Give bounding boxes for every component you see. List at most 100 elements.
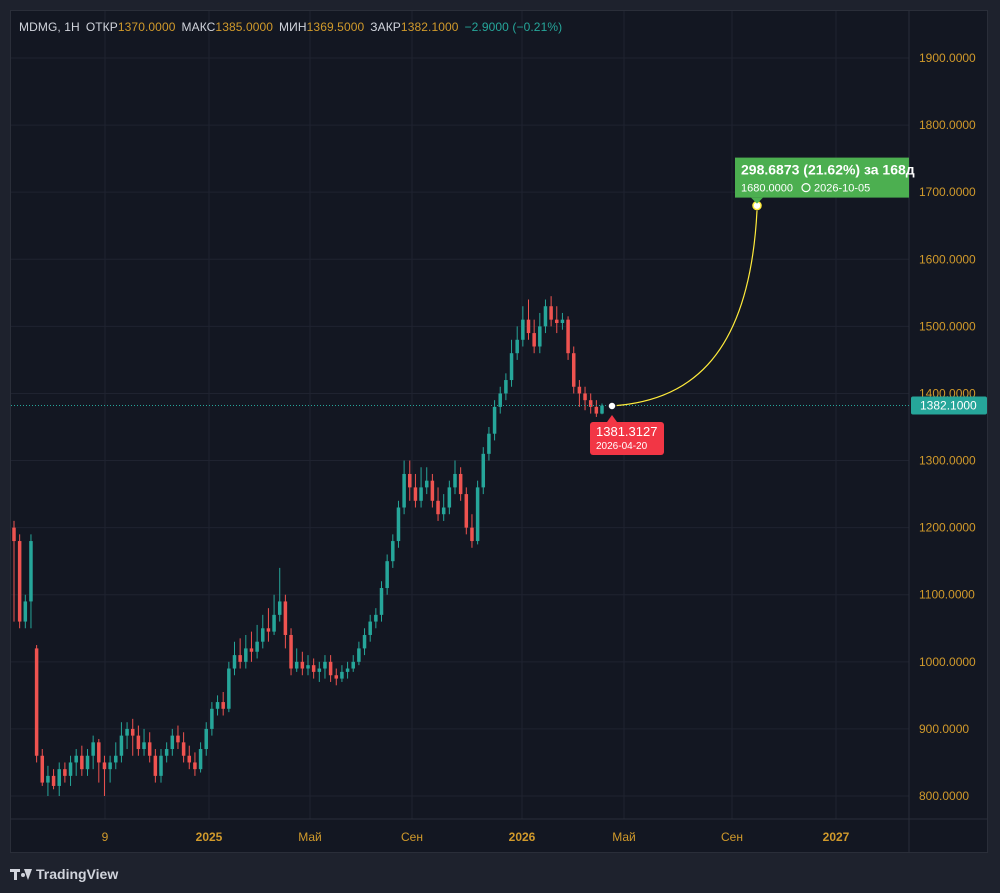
x-tick-label: 2027 (823, 830, 850, 844)
time-axis[interactable]: 9 2025 Май Сен 2026 Май Сен 2027 (102, 830, 850, 844)
candle-body (159, 755, 163, 776)
candle-body (130, 728, 135, 736)
y-tick-label: 1100.0000 (919, 588, 975, 602)
high-label: МАКС (181, 20, 216, 34)
candle-body (577, 386, 582, 394)
candle-body (187, 755, 192, 763)
candle-body (391, 541, 395, 562)
candle-body (498, 393, 502, 407)
x-tick-label: 2026 (509, 830, 536, 844)
y-tick-label: 1200.0000 (919, 521, 976, 535)
grid-lines (11, 11, 987, 852)
candle-body (272, 614, 276, 632)
candle-body (57, 769, 61, 786)
candle-body (402, 473, 406, 508)
x-tick-label: 2025 (196, 830, 223, 844)
candle-body (97, 742, 101, 763)
candle-body (294, 661, 299, 669)
price-axis[interactable]: 1900.0000 1800.0000 1700.0000 1600.0000 1500… (919, 51, 976, 803)
candle-body (526, 319, 531, 334)
y-tick-label: 1700.0000 (919, 185, 976, 199)
tradingview-logo-icon[interactable] (10, 867, 32, 881)
candle-body (85, 755, 90, 770)
tradingview-logo-text[interactable]: TradingView (36, 866, 119, 882)
candle-body (204, 728, 208, 750)
x-tick-label: Май (612, 830, 636, 844)
candle-body (198, 749, 203, 770)
target-price-label[interactable]: 298.6873 (21.62%) за 168д 1680.0000 2026… (735, 157, 915, 204)
candle-body (306, 665, 310, 669)
candle-body (475, 487, 480, 542)
candle-body (136, 735, 141, 750)
candle-body (181, 742, 186, 756)
candle-body (345, 668, 350, 672)
candle-body (538, 326, 542, 347)
y-tick-label: 1800.0000 (919, 118, 976, 132)
candle-body (571, 353, 576, 387)
low-value: 1369.5000 (306, 20, 365, 34)
last-price-badge: 1382.1000 (911, 396, 987, 415)
candle-body (238, 655, 242, 662)
candle-body (277, 601, 282, 615)
candle-body (311, 665, 316, 672)
x-tick-label: 9 (102, 830, 109, 844)
x-tick-label: Май (298, 830, 322, 844)
candle-body (424, 480, 429, 488)
candle-body (29, 541, 33, 602)
low-label: МИН (279, 20, 307, 34)
candle-body (17, 541, 22, 622)
x-tick-label: Сен (721, 830, 743, 844)
chart-frame[interactable]: 1381.3127 2026-04-20 298.6873 (21.62%) з… (10, 10, 988, 853)
start-price-text: 1381.3127 (596, 424, 657, 439)
open-label: ОТКР (85, 20, 118, 34)
candle-body (555, 319, 559, 324)
candle-body (12, 527, 16, 542)
chart-canvas[interactable]: 1381.3127 2026-04-20 298.6873 (21.62%) з… (11, 11, 988, 853)
start-price-label[interactable]: 1381.3127 2026-04-20 (590, 414, 664, 455)
candle-body (125, 728, 129, 736)
candle-body (334, 675, 339, 679)
candle-body (396, 507, 401, 542)
y-tick-label: 900.0000 (919, 722, 969, 736)
candle-body (164, 749, 169, 756)
candle-body (362, 634, 367, 649)
candle-body (227, 668, 231, 709)
candle-body (351, 661, 355, 669)
candle-body (232, 655, 237, 669)
candle-body (458, 473, 463, 495)
candle-body (340, 671, 344, 679)
last-price-text: 1382.1000 (920, 398, 977, 412)
candle-body (487, 433, 491, 454)
candle-body (102, 762, 107, 770)
symbol-interval[interactable]: MDMG, 1H (19, 20, 80, 34)
candle-body (68, 762, 73, 776)
candle-body (244, 648, 248, 662)
candle-body (114, 755, 118, 763)
candle-body (368, 621, 372, 635)
candle-body (504, 380, 508, 394)
candle-body (221, 702, 225, 709)
footer: TradingView (10, 862, 118, 886)
projection-start-point[interactable] (607, 401, 617, 411)
candle-body (323, 661, 327, 669)
candle-body (583, 393, 587, 401)
candle-body (51, 775, 56, 786)
candle-body (46, 775, 50, 783)
candle-body (283, 601, 288, 635)
y-tick-label: 800.0000 (919, 789, 969, 803)
projection-curve[interactable] (611, 210, 758, 407)
candle-body (447, 487, 452, 508)
candle-body (210, 708, 214, 729)
high-value: 1385.0000 (215, 20, 274, 34)
candle-body (108, 762, 112, 770)
candle-body (176, 735, 180, 743)
close-value: 1382.1000 (400, 20, 459, 34)
target-price-text: 1680.0000 (741, 183, 793, 195)
candle-body (566, 319, 570, 354)
candle-body (600, 405, 604, 414)
candle-body (266, 628, 271, 632)
candle-body (215, 702, 220, 709)
candle-body (147, 742, 152, 756)
candle-body (80, 755, 84, 770)
start-date-text: 2026-04-20 (596, 441, 648, 452)
